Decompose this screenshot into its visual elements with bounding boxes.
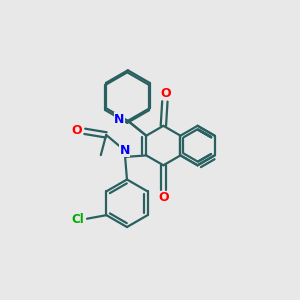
Text: O: O xyxy=(158,191,169,205)
Text: N: N xyxy=(119,144,130,157)
Text: O: O xyxy=(72,124,82,136)
Text: Cl: Cl xyxy=(71,213,84,226)
Text: N: N xyxy=(114,113,125,126)
Text: O: O xyxy=(160,87,171,100)
